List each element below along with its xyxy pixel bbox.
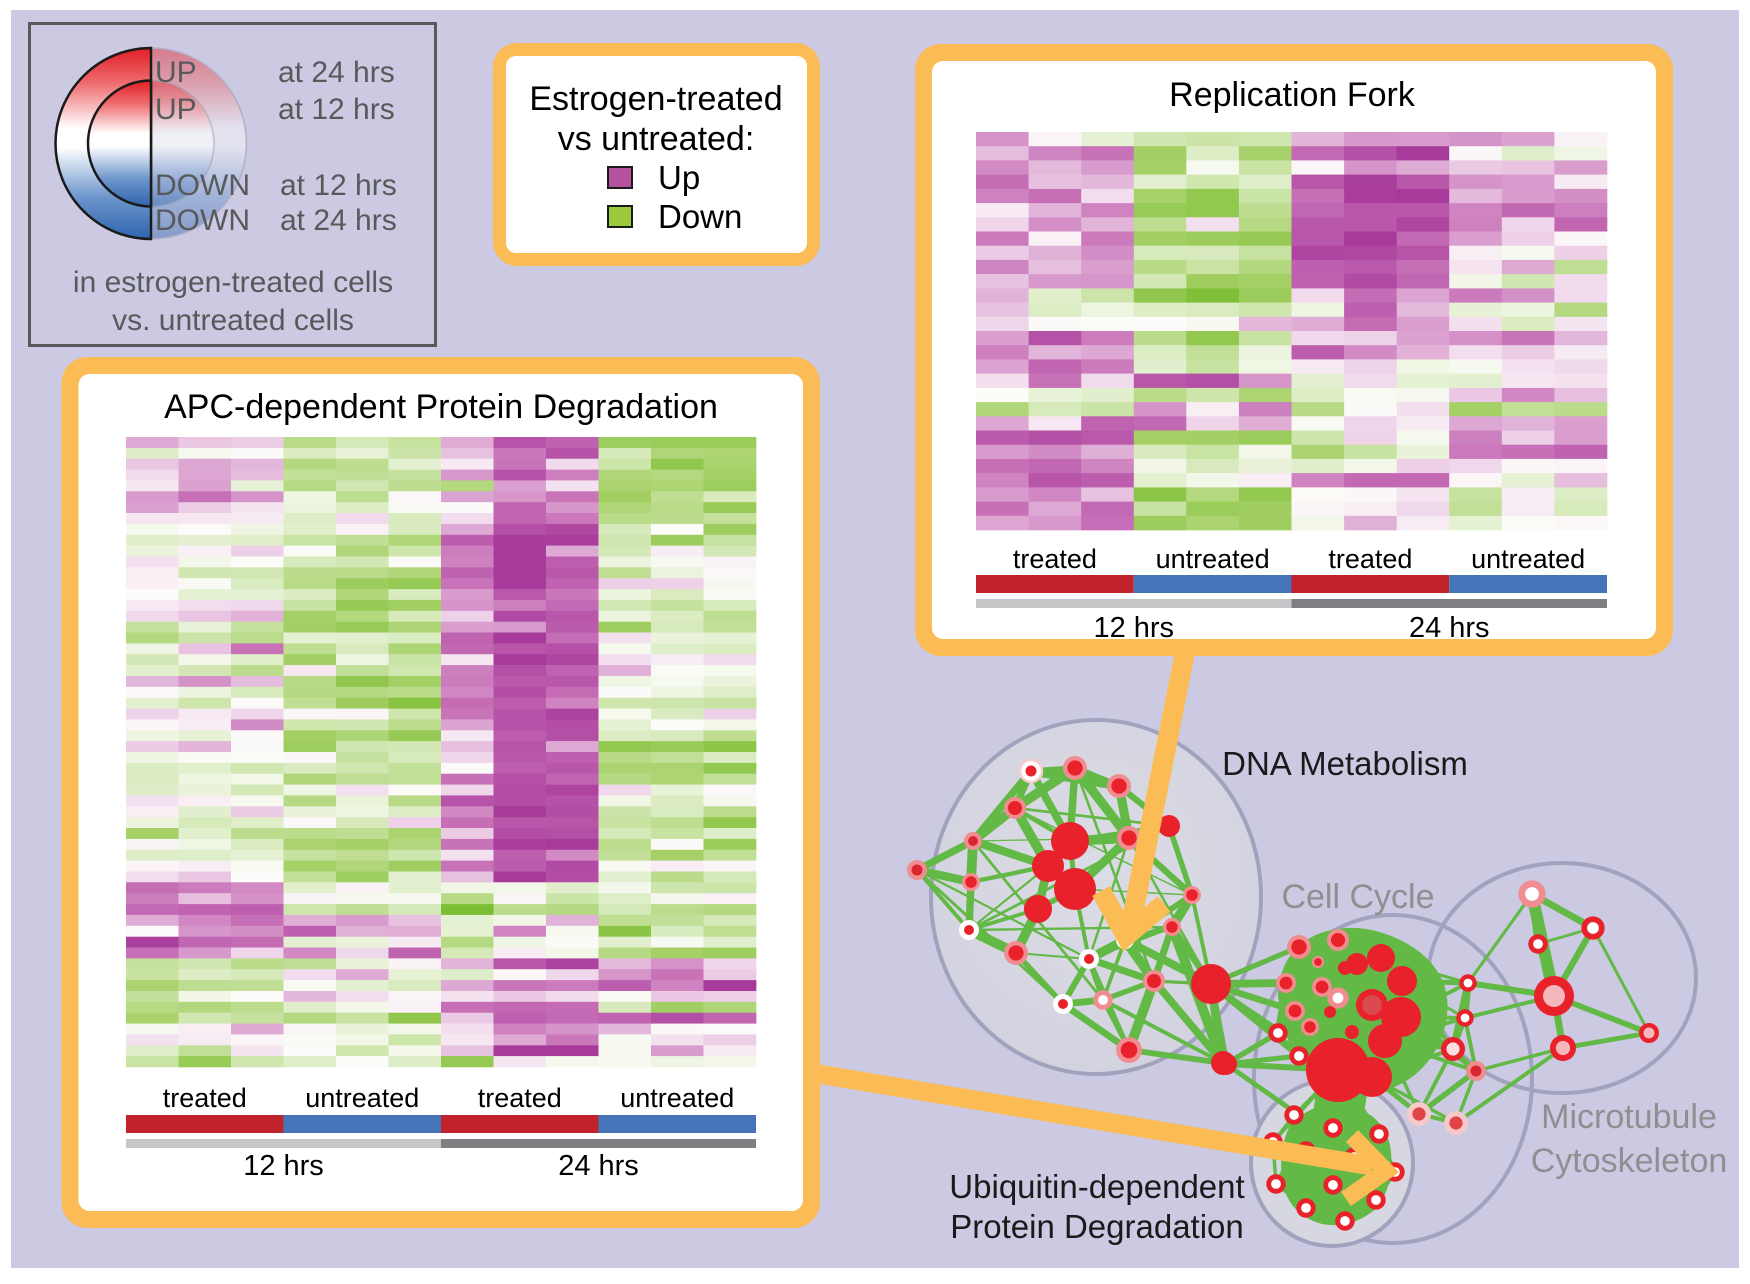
svg-text:Down: Down [658,198,742,235]
svg-text:at 24 hrs: at 24 hrs [278,56,395,89]
svg-text:Protein Degradation: Protein Degradation [950,1208,1244,1245]
svg-text:APC-dependent Protein Degradat: APC-dependent Protein Degradation [164,388,718,426]
svg-text:24 hrs: 24 hrs [1409,612,1490,644]
svg-text:untreated: untreated [1156,544,1270,574]
svg-text:treated: treated [1328,544,1412,574]
svg-text:Microtubule: Microtubule [1541,1098,1717,1136]
svg-text:Up: Up [658,159,700,196]
svg-text:treated: treated [1013,544,1097,574]
svg-text:12 hrs: 12 hrs [1093,612,1174,644]
svg-text:untreated: untreated [305,1083,419,1113]
svg-text:Cytoskeleton: Cytoskeleton [1531,1142,1728,1180]
svg-text:at 24 hrs: at 24 hrs [280,204,397,237]
svg-text:DOWN: DOWN [155,204,250,237]
svg-text:Cell Cycle: Cell Cycle [1281,878,1434,916]
svg-text:untreated: untreated [620,1083,734,1113]
svg-text:at 12 hrs: at 12 hrs [278,93,395,126]
svg-text:12 hrs: 12 hrs [243,1150,324,1182]
svg-text:DOWN: DOWN [155,169,250,202]
svg-text:vs. untreated cells: vs. untreated cells [112,304,354,337]
svg-text:treated: treated [478,1083,562,1113]
svg-text:in estrogen-treated cells: in estrogen-treated cells [73,266,393,299]
svg-text:Estrogen-treated: Estrogen-treated [529,80,782,118]
svg-text:Replication Fork: Replication Fork [1169,76,1416,114]
svg-text:Ubiquitin-dependent: Ubiquitin-dependent [949,1168,1244,1205]
svg-text:treated: treated [163,1083,247,1113]
svg-text:DNA Metabolism: DNA Metabolism [1222,745,1468,782]
svg-text:untreated: untreated [1471,544,1585,574]
svg-text:UP: UP [155,93,197,126]
svg-text:at 12 hrs: at 12 hrs [280,169,397,202]
svg-text:vs untreated:: vs untreated: [558,120,755,158]
svg-text:UP: UP [155,56,197,89]
svg-text:24 hrs: 24 hrs [558,1150,639,1182]
